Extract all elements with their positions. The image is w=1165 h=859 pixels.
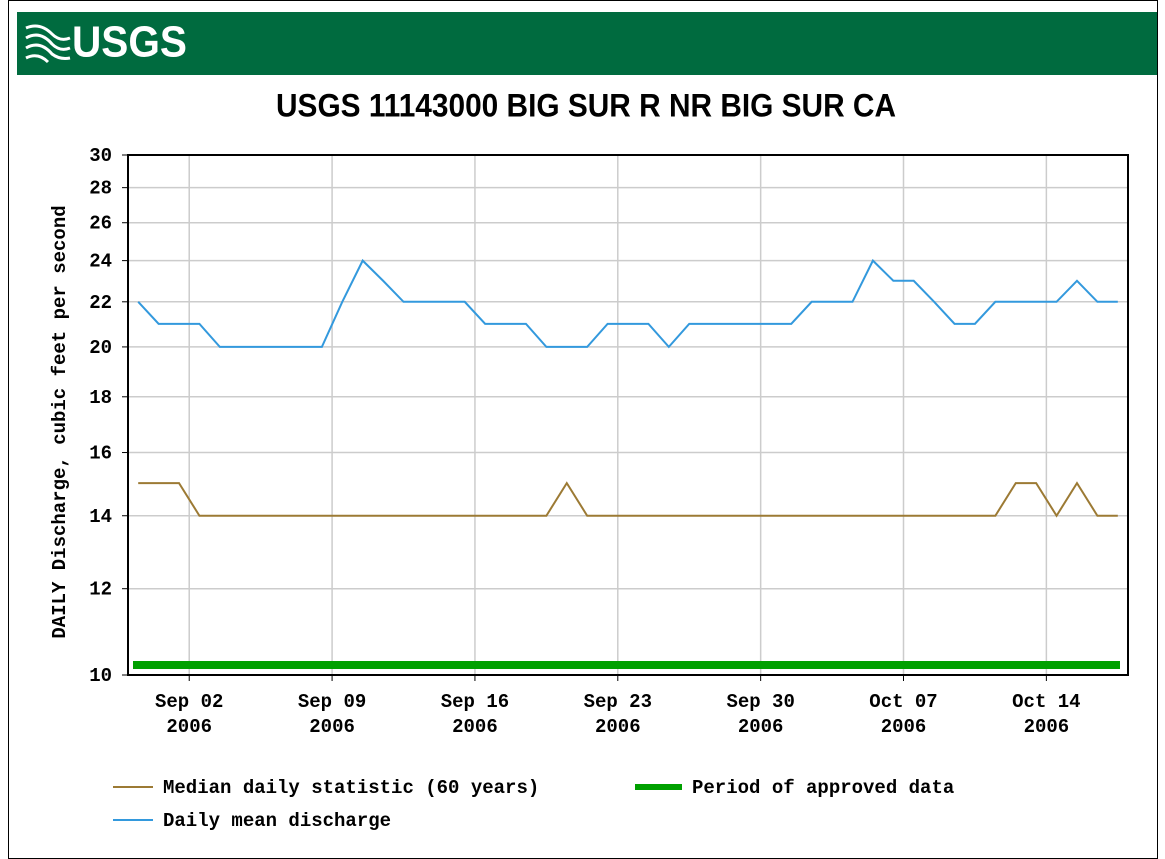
y-axis-label: DAILY Discharge, cubic feet per second (49, 205, 71, 638)
chart-title: USGS 11143000 BIG SUR R NR BIG SUR CA (276, 87, 896, 123)
plot-frame (127, 154, 1129, 676)
y-tick-label: 20 (89, 337, 112, 359)
series-line (138, 481, 1118, 518)
x-tick-label: Oct 07 2006 (869, 691, 937, 738)
y-tick-label: 12 (89, 579, 112, 601)
y-tick-label: 16 (89, 443, 112, 465)
x-tick-label: Oct 14 2006 (1012, 691, 1080, 738)
x-tick-label: Sep 16 2006 (441, 691, 509, 738)
frame (8, 0, 1158, 859)
x-tick-label: Sep 23 2006 (584, 691, 652, 738)
y-tick-label: 14 (89, 506, 112, 528)
y-tick-label: 18 (89, 387, 112, 409)
legend-label: Daily mean discharge (163, 810, 391, 832)
x-tick-label: Sep 30 2006 (726, 691, 794, 738)
y-tick-label: 22 (89, 292, 112, 314)
logo-icon (25, 24, 71, 64)
logo-text: USGS (72, 18, 187, 67)
y-tick-label: 24 (89, 251, 112, 273)
legend-label: Period of approved data (692, 777, 954, 799)
x-tick-label: Sep 09 2006 (298, 691, 366, 738)
legend-label: Median daily statistic (60 years) (163, 777, 539, 799)
x-tick-label: Sep 02 2006 (155, 691, 223, 738)
header-band (17, 12, 1157, 75)
y-tick-label: 26 (89, 213, 112, 235)
y-tick-label: 10 (89, 665, 112, 687)
y-tick-label: 30 (89, 145, 112, 167)
series-line (137, 258, 1118, 349)
y-tick-label: 28 (89, 178, 112, 200)
